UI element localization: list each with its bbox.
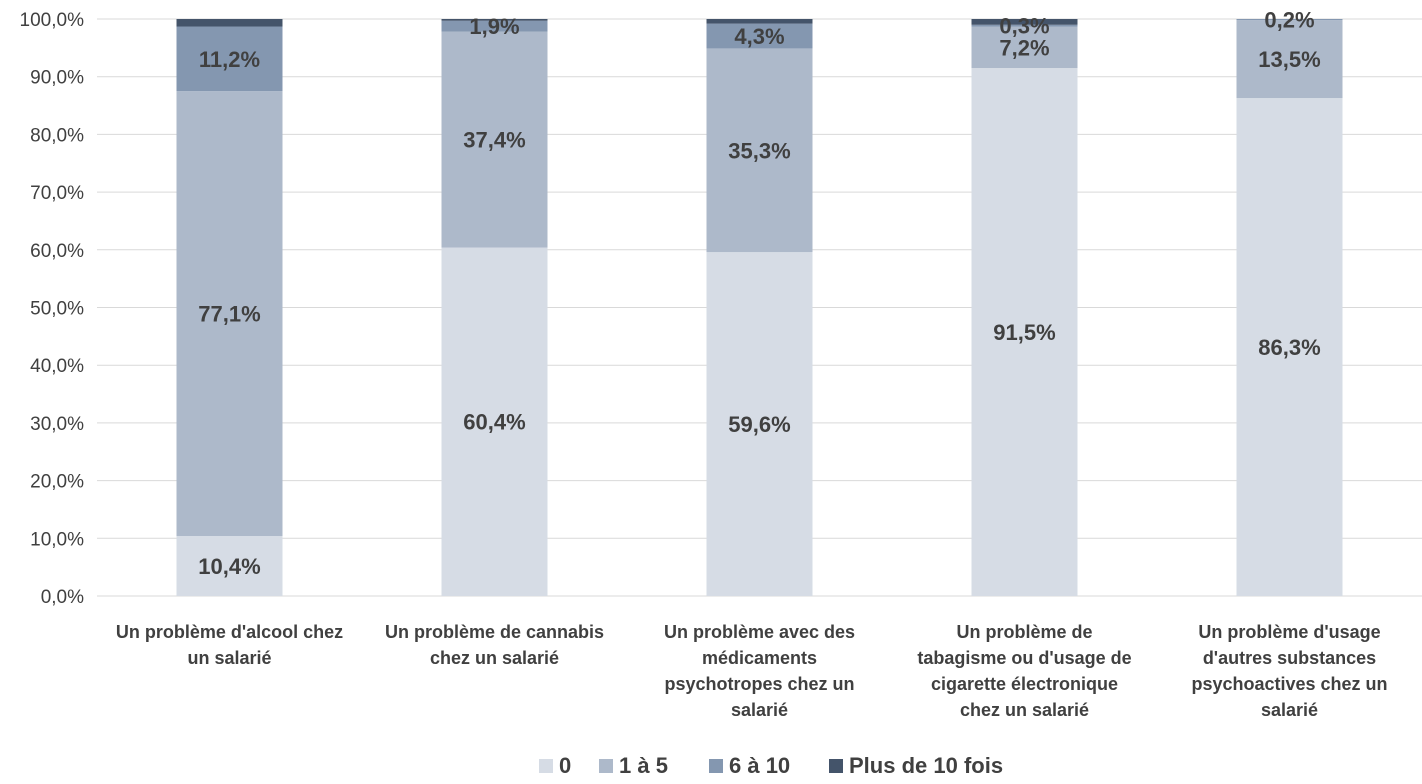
bar-segment — [706, 48, 813, 253]
y-tick-label: 50,0% — [30, 299, 84, 320]
data-label: 1,9% — [469, 14, 519, 39]
data-label: 4,3% — [734, 24, 784, 49]
bar-segment — [176, 19, 283, 27]
legend-label: 0 — [559, 753, 571, 778]
y-tick-label: 90,0% — [30, 68, 84, 89]
bar-segment — [971, 19, 1078, 25]
y-tick-label: 30,0% — [30, 414, 84, 435]
y-axis-tick-labels: 0,0% 10,0% 20,0% 30,0% 40,0% 50,0% 60,0% 70,0% 8… — [20, 10, 85, 608]
bar-segment — [971, 68, 1078, 597]
y-tick-label: 10,0% — [30, 529, 84, 550]
y-tick-label: 0,0% — [41, 587, 84, 608]
data-label: 0,3% — [999, 14, 1049, 39]
x-category-label: chez un salarié — [960, 700, 1089, 720]
bar-segment — [706, 23, 813, 49]
y-tick-label: 100,0% — [20, 10, 85, 31]
bar-segment — [971, 26, 1078, 69]
data-label: 60,4% — [463, 410, 525, 435]
legend-label: Plus de 10 fois — [849, 753, 1003, 778]
legend-swatch — [829, 759, 843, 773]
x-category-label: un salarié — [187, 648, 271, 668]
x-category-label: Un problème de — [956, 622, 1092, 642]
bars — [176, 19, 1343, 597]
legend: 0 1 à 5 6 à 10 Plus de 10 fois — [539, 753, 1003, 778]
x-category-label: tabagisme ou d'usage de — [917, 648, 1131, 668]
bar-segment — [176, 91, 283, 536]
x-category-label: salarié — [731, 700, 788, 720]
data-label: 37,4% — [463, 128, 525, 153]
bar-segment — [971, 24, 1078, 27]
x-category-label: Un problème d'alcool chez — [116, 622, 343, 642]
data-label: 0,2% — [1264, 8, 1314, 33]
x-category-label: psychoactives chez un — [1191, 674, 1387, 694]
bar-segment — [441, 19, 548, 21]
legend-swatch — [599, 759, 613, 773]
x-category-label: cigarette électronique — [931, 674, 1118, 694]
data-labels: 10,4% 77,1% 11,2% 60,4% 37,4% 1,9% 59,6% 35,3% 4… — [198, 8, 1320, 579]
data-label: 13,5% — [1258, 47, 1320, 72]
x-category-label: salarié — [1261, 700, 1318, 720]
x-category-label: médicaments — [702, 648, 817, 668]
legend-swatch — [539, 759, 553, 773]
x-category-label: Un problème avec des — [664, 622, 855, 642]
x-category-label: chez un salarié — [430, 648, 559, 668]
bar-segment — [441, 31, 548, 248]
x-category-label: psychotropes chez un — [664, 674, 854, 694]
y-tick-label: 70,0% — [30, 183, 84, 204]
bar-segment — [441, 20, 548, 32]
bar-segment — [706, 19, 813, 24]
bar-segment — [176, 26, 283, 92]
bar-segment — [1236, 98, 1343, 596]
data-label: 91,5% — [993, 320, 1055, 345]
legend-swatch — [709, 759, 723, 773]
y-tick-label: 20,0% — [30, 472, 84, 493]
data-label: 86,3% — [1258, 335, 1320, 360]
bar-segment — [441, 247, 548, 596]
x-category-label: Un problème de cannabis — [385, 622, 604, 642]
legend-label: 6 à 10 — [729, 753, 790, 778]
bar-segment — [706, 252, 813, 596]
x-category-label: Un problème d'usage — [1198, 622, 1380, 642]
x-category-label: d'autres substances — [1203, 648, 1376, 668]
y-tick-label: 60,0% — [30, 241, 84, 262]
data-label: 7,2% — [999, 35, 1049, 60]
legend-label: 1 à 5 — [619, 753, 668, 778]
data-label: 10,4% — [198, 554, 260, 579]
data-label: 11,2% — [199, 47, 260, 72]
data-label: 35,3% — [728, 138, 790, 163]
x-axis-category-labels: Un problème d'alcool chez un salarié Un pr… — [116, 622, 1388, 720]
bar-segment — [176, 535, 283, 596]
data-label: 59,6% — [728, 412, 790, 437]
bar-segment — [1236, 20, 1343, 99]
y-tick-label: 80,0% — [30, 125, 84, 146]
y-tick-label: 40,0% — [30, 356, 84, 377]
bar-segment — [1236, 19, 1343, 21]
data-label: 77,1% — [198, 302, 260, 327]
